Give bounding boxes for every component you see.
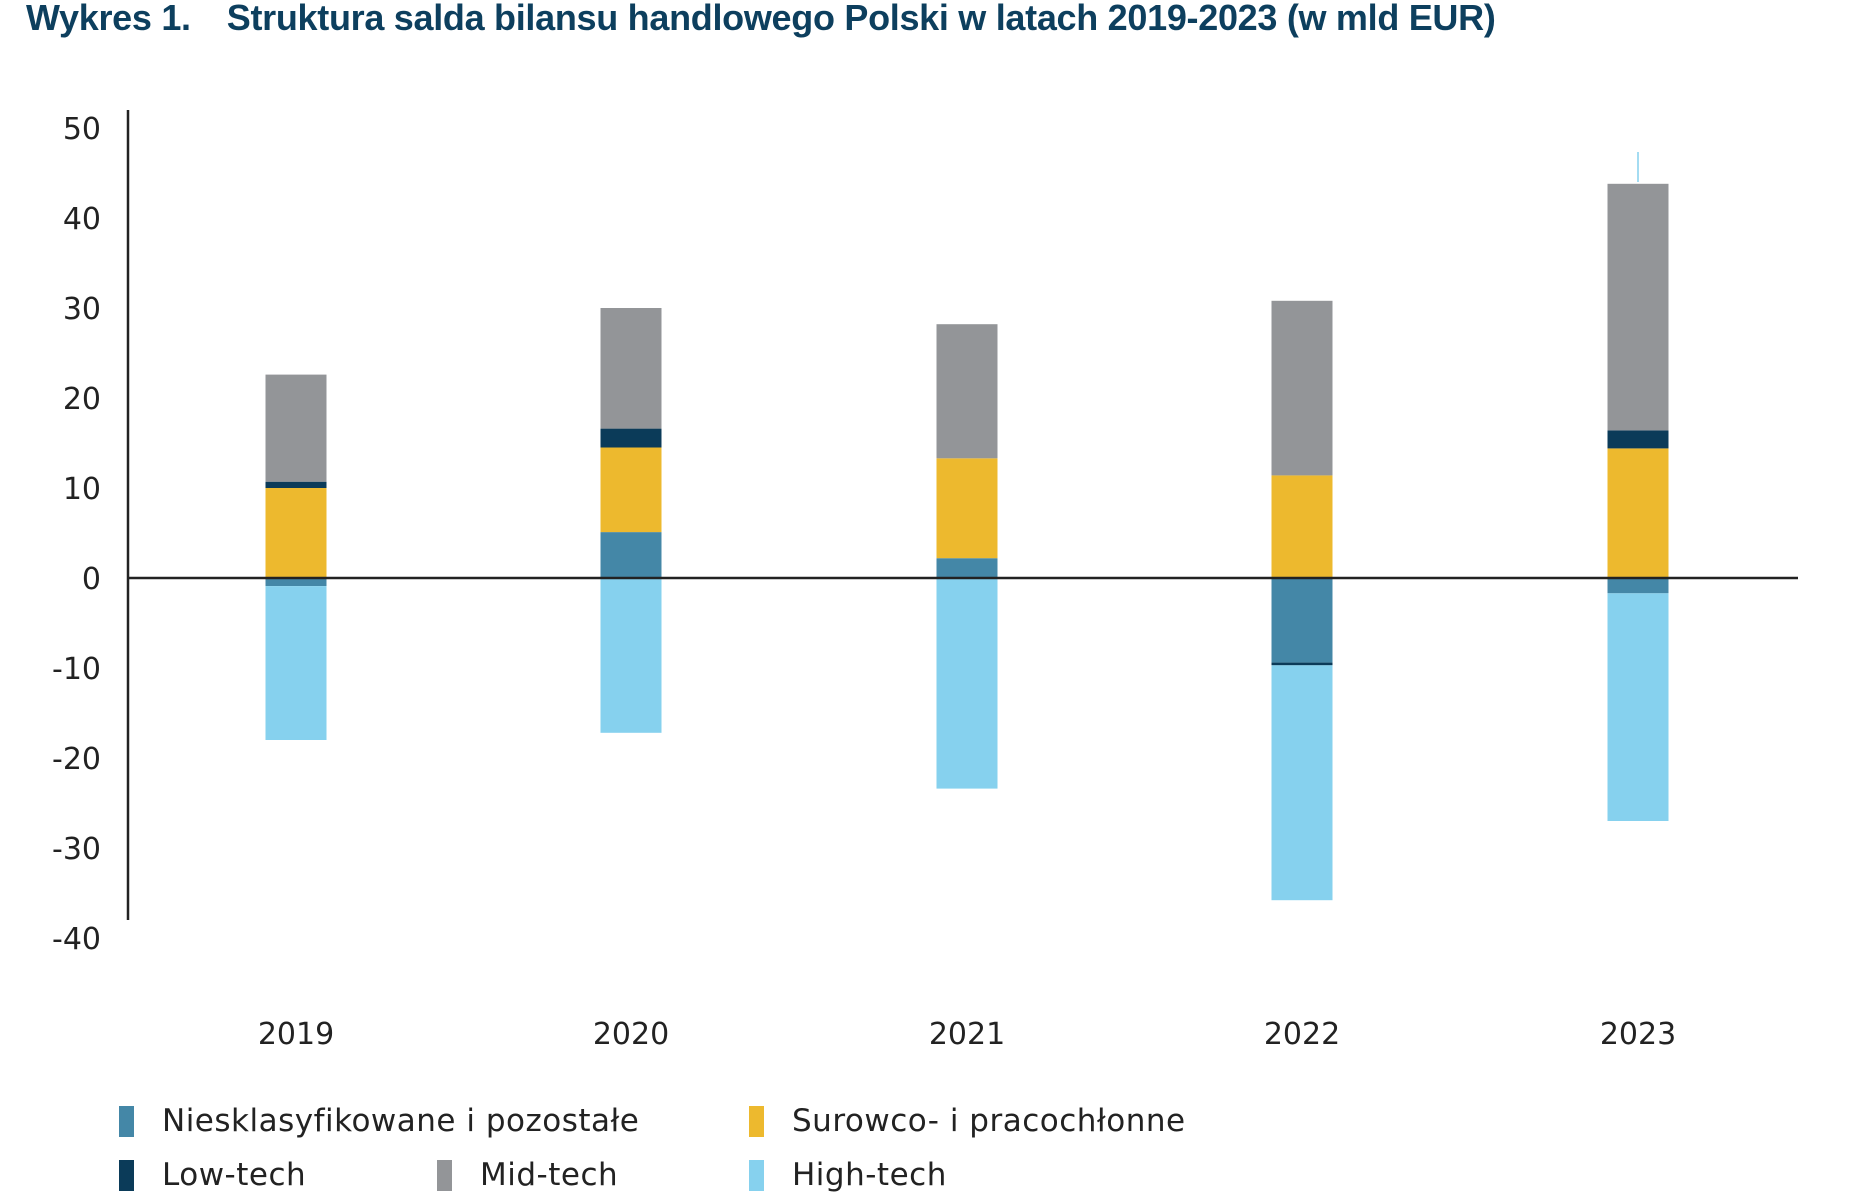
y-tick-label: 30 xyxy=(63,292,101,327)
legend-item-high-tech[interactable]: High-tech xyxy=(749,1157,947,1193)
bar-segment-surowco-i-pracoch-onne xyxy=(936,458,998,559)
x-tick-label: 2023 xyxy=(1600,1017,1676,1052)
legend-swatch-icon xyxy=(749,1159,764,1191)
bar-segment-low-tech xyxy=(1607,430,1669,449)
bar-segment-surowco-i-pracoch-onne xyxy=(1607,448,1669,578)
legend-item-low-tech[interactable]: Low-tech xyxy=(119,1157,306,1193)
legend-item-mid-tech[interactable]: Mid-tech xyxy=(437,1157,618,1193)
y-tick-label: 50 xyxy=(63,112,101,147)
bar-segment-low-tech xyxy=(1271,662,1333,666)
bar-segment-high-tech xyxy=(265,586,327,740)
x-tick-label: 2022 xyxy=(1264,1017,1340,1052)
bar-segment-niesklasyfikowane-i-pozosta-e xyxy=(265,578,327,587)
legend-label: Niesklasyfikowane i pozostałe xyxy=(162,1103,640,1139)
bar-segment-mid-tech xyxy=(265,374,327,482)
bar-segment-surowco-i-pracoch-onne xyxy=(1271,475,1333,578)
bar-segment-low-tech xyxy=(600,428,662,448)
y-tick-label: -40 xyxy=(52,922,101,957)
legend-item-niesklasyfikowane[interactable]: Niesklasyfikowane i pozostałe xyxy=(119,1103,639,1139)
x-tick-label: 2020 xyxy=(593,1017,669,1052)
bar-segment-mid-tech xyxy=(600,308,662,429)
bar-segment-surowco-i-pracoch-onne xyxy=(265,488,327,578)
legend-item-surowco[interactable]: Surowco- i pracochłonne xyxy=(749,1103,1186,1139)
y-tick-label: 10 xyxy=(63,472,101,507)
legend-label: Surowco- i pracochłonne xyxy=(792,1103,1186,1139)
legend-label: High-tech xyxy=(792,1157,947,1193)
bar-segment-surowco-i-pracoch-onne xyxy=(600,447,662,533)
legend-label: Low-tech xyxy=(162,1157,307,1193)
bar-segment-mid-tech xyxy=(1607,183,1669,431)
bar-segment-high-tech xyxy=(1607,593,1669,821)
x-tick-label: 2021 xyxy=(929,1017,1005,1052)
bar-segment-mid-tech xyxy=(936,324,998,459)
legend-swatch-icon xyxy=(119,1159,134,1191)
bar-segment-niesklasyfikowane-i-pozosta-e xyxy=(1607,578,1669,594)
bar-segment-high-tech xyxy=(600,578,662,733)
y-tick-label: -20 xyxy=(52,742,101,777)
x-tick-label: 2019 xyxy=(258,1017,334,1052)
legend-swatch-icon xyxy=(119,1105,134,1137)
y-tick-label: -10 xyxy=(52,652,101,687)
chart-title: Wykres 1. Struktura salda bilansu handlow… xyxy=(26,0,1496,38)
y-tick-label: 20 xyxy=(63,382,101,417)
legend-swatch-icon xyxy=(749,1105,764,1137)
legend-swatch-icon xyxy=(437,1159,452,1191)
y-tick-label: 0 xyxy=(82,562,101,597)
chart-title-text: Struktura salda bilansu handlowego Polsk… xyxy=(226,0,1496,38)
bar-segment-niesklasyfikowane-i-pozosta-e xyxy=(600,532,662,578)
legend-label: Mid-tech xyxy=(480,1157,619,1193)
chart-number: Wykres 1. xyxy=(26,0,191,38)
bar-segment-low-tech xyxy=(265,481,327,488)
bar-segment-mid-tech xyxy=(1271,300,1333,476)
y-tick-label: -30 xyxy=(52,832,101,867)
bar-segment-high-tech xyxy=(936,578,998,789)
bar-segment-niesklasyfikowane-i-pozosta-e xyxy=(1271,578,1333,663)
y-tick-label: 40 xyxy=(63,202,101,237)
bar-segment-high-tech xyxy=(1271,665,1333,901)
bar-segment-niesklasyfikowane-i-pozosta-e xyxy=(936,558,998,578)
